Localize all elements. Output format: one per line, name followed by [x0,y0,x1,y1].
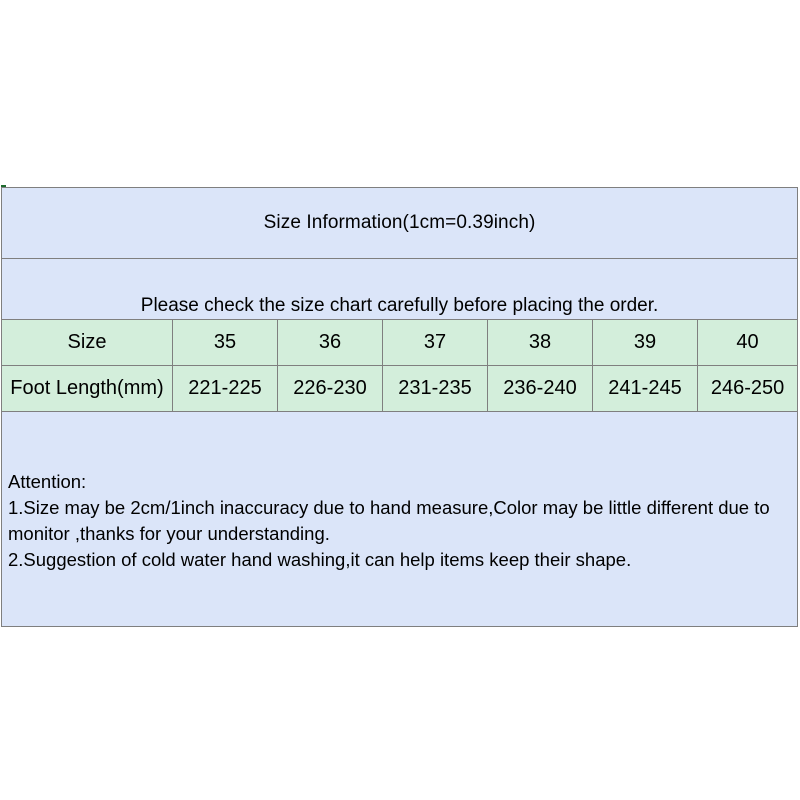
size-information-table: Size Information(1cm=0.39inch) Please ch… [0,187,799,627]
foot-length-cell-36: 226-230 [277,365,383,412]
row-header-foot-length: Foot Length(mm) [1,365,173,412]
notes-heading: Attention: [8,471,87,492]
size-cell-40: 40 [696,319,799,366]
size-cell-39: 39 [592,319,698,366]
attention-notes: Attention: 1.Size may be 2cm/1inch inacc… [2,412,797,573]
table-row-instruction: Please check the size chart carefully be… [0,258,799,320]
size-cell-35: 35 [172,319,278,366]
size-cell-37: 37 [382,319,488,366]
foot-length-cell-35: 221-225 [172,365,278,412]
foot-length-cell-38: 236-240 [487,365,593,412]
foot-length-cell-39: 241-245 [592,365,698,412]
notes-line-1: 1.Size may be 2cm/1inch inaccuracy due t… [8,497,770,518]
chart-title: Size Information(1cm=0.39inch) [0,187,799,259]
foot-length-cell-40: 246-250 [696,365,799,412]
size-cell-36: 36 [277,319,383,366]
notes-cell: Attention: 1.Size may be 2cm/1inch inacc… [0,411,799,627]
table-row-size: Size 35 36 37 38 39 40 [1,319,799,366]
notes-line-3: 2.Suggestion of cold water hand washing,… [8,549,632,570]
notes-line-2: monitor ,thanks for your understanding. [8,523,330,544]
size-cell-38: 38 [487,319,593,366]
chart-instruction: Please check the size chart carefully be… [0,258,799,320]
row-header-size: Size [1,319,173,366]
foot-length-cell-37: 231-235 [382,365,488,412]
table-row-foot-length: Foot Length(mm) 221-225 226-230 231-235 … [1,365,799,412]
table-row-notes: Attention: 1.Size may be 2cm/1inch inacc… [0,411,799,627]
table-row-title: Size Information(1cm=0.39inch) [0,187,799,259]
